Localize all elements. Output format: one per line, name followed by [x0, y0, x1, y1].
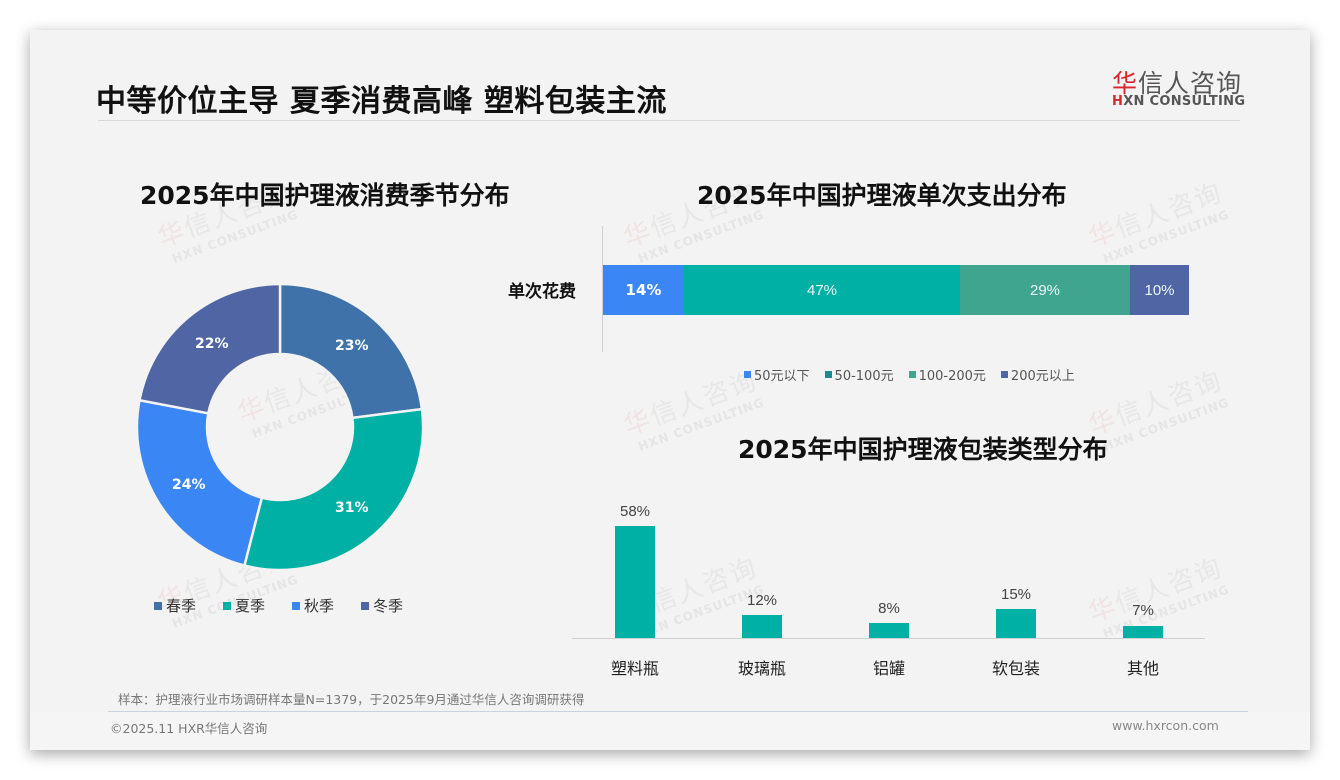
title-divider	[98, 120, 1240, 121]
footer-band	[30, 712, 1310, 750]
legend-swatch	[824, 371, 832, 378]
legend-item-100-200: 100-200元	[908, 365, 986, 384]
donut-label-spring: 23%	[335, 338, 369, 354]
column-plastic-bottle	[615, 526, 655, 638]
segment-100-200: 29%	[960, 265, 1130, 315]
donut-slice-autumn	[135, 398, 264, 568]
watermark: 华信人咨询 HXN CONSULTING	[1085, 177, 1232, 266]
donut-chart	[135, 282, 425, 572]
sample-note: 样本：护理液行业市场调研样本量N=1379，于2025年9月通过华信人咨询调研获…	[118, 692, 585, 707]
legend-item-under-50: 50元以下	[744, 365, 810, 384]
legend-swatch	[361, 601, 370, 610]
segment-over-200: 10%	[1130, 265, 1189, 315]
column-category: 铝罐	[872, 659, 905, 678]
legend-item-50-100: 50-100元	[824, 365, 894, 384]
website-link[interactable]: www.hxrcon.com	[1112, 718, 1219, 733]
legend-item-over-200: 200元以上	[1000, 365, 1075, 384]
column-category: 玻璃瓶	[737, 659, 786, 678]
legend-item-winter: 冬季	[361, 595, 403, 616]
column-value: 12%	[746, 592, 778, 609]
column-category: 塑料瓶	[610, 659, 659, 678]
legend-swatch	[223, 601, 232, 610]
legend-item-spring: 春季	[154, 595, 196, 616]
legend-swatch	[292, 601, 301, 610]
column-value: 8%	[878, 600, 900, 617]
segment-under-50: 14%	[603, 265, 684, 315]
footer-divider	[108, 711, 1248, 712]
column-category: 其他	[1126, 659, 1159, 678]
legend-swatch	[154, 601, 162, 610]
donut-label-summer: 31%	[335, 500, 369, 516]
legend-swatch	[908, 371, 916, 378]
column-value: 58%	[619, 503, 651, 520]
column-value: 7%	[1132, 602, 1154, 619]
logo-subtitle: HXN CONSULTING	[1112, 94, 1246, 109]
column-other	[1123, 626, 1163, 638]
category-label: 单次花费	[508, 282, 576, 302]
column-value: 15%	[1000, 586, 1032, 603]
stacked-legend: 50元以下 50-100元 100-200元 200元以上	[744, 365, 1090, 384]
logo: 华信人咨询	[1112, 69, 1243, 98]
donut-legend: 春季 夏季 秋季 冬季	[154, 595, 430, 616]
slide: 华信人咨询 HXN CONSULTING 华信人咨询 HXN CONSULTIN…	[30, 30, 1310, 750]
category-axis	[602, 226, 603, 352]
legend-item-summer: 夏季	[223, 595, 265, 616]
column-chart-title: 2025年中国护理液包装类型分布	[738, 435, 1108, 464]
column-glass-bottle	[742, 615, 782, 638]
page-title: 中等价位主导 夏季消费高峰 塑料包装主流	[96, 84, 667, 119]
column-baseline	[572, 638, 1205, 639]
legend-swatch	[1000, 371, 1008, 378]
donut-label-autumn: 24%	[172, 477, 206, 493]
donut-slice-summer	[242, 407, 425, 572]
column-aluminum-can	[869, 623, 909, 638]
donut-label-winter: 22%	[195, 336, 229, 352]
stacked-chart-title: 2025年中国护理液单次支出分布	[697, 181, 1067, 210]
donut-slice-spring	[278, 282, 424, 420]
legend-swatch	[744, 371, 751, 378]
stacked-bar: 14% 47% 29% 10%	[603, 265, 1189, 315]
copyright: ©2025.11 HXR华信人咨询	[110, 721, 268, 736]
column-soft-pack	[996, 609, 1036, 638]
legend-item-autumn: 秋季	[292, 595, 334, 616]
donut-chart-title: 2025年中国护理液消费季节分布	[140, 181, 510, 210]
donut-slice-winter	[138, 282, 282, 415]
column-category: 软包装	[991, 659, 1040, 678]
segment-50-100: 47%	[684, 265, 960, 315]
